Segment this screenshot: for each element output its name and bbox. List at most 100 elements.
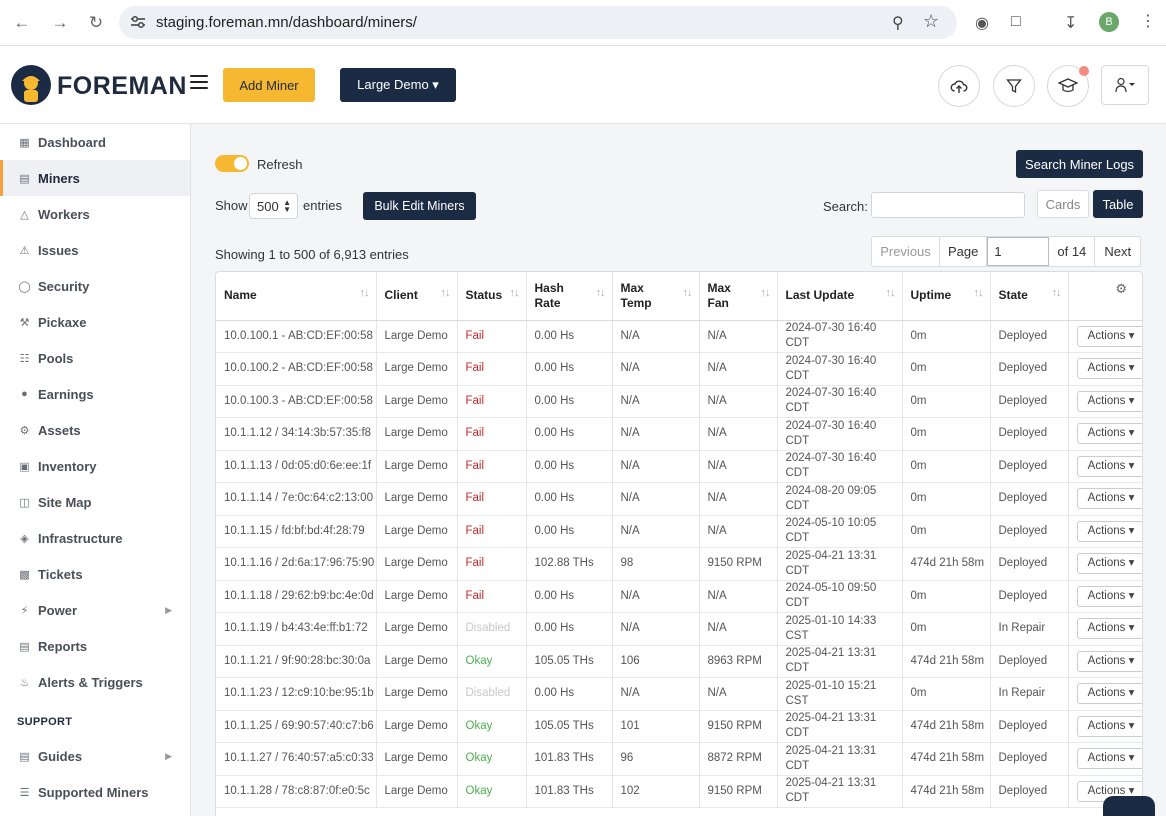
miner-name-cell[interactable]: 10.1.1.28 / 78:c8:87:0f:e0:5c — [216, 775, 377, 808]
table-row[interactable]: 10.0.100.2 - AB:CD:EF:00:58 Large Demo Fai… — [216, 352, 1142, 386]
actions-dropdown-button[interactable]: Actions ▾ — [1076, 455, 1142, 477]
table-row[interactable]: 10.1.1.27 / 76:40:57:a5:c0:33 Large Demo O… — [216, 742, 1142, 776]
table-row[interactable]: 10.1.1.13 / 0d:05:d0:6e:ee:1f Large Demo F… — [216, 450, 1142, 483]
table-row[interactable]: 10.1.1.14 / 7e:0c:64:c2:13:00 Large Demo F… — [216, 482, 1142, 516]
miner-name-cell[interactable]: 10.0.100.2 - AB:CD:EF:00:58 — [216, 352, 377, 386]
actions-dropdown-button[interactable]: Actions ▾ — [1076, 715, 1142, 737]
actions-dropdown-button[interactable]: Actions ▾ — [1076, 585, 1142, 607]
bookmark-star-icon[interactable]: ☆ — [923, 11, 940, 31]
miner-name-cell[interactable]: 10.1.1.14 / 7e:0c:64:c2:13:00 — [216, 482, 377, 516]
table-row[interactable]: 10.1.1.18 / 29:62:b9:bc:4e:0d Large Demo F… — [216, 580, 1142, 613]
miner-name-cell[interactable]: 10.1.1.21 / 9f:90:28:bc:30:0a — [216, 645, 377, 678]
sidebar-item-supported-miners[interactable]: ☰ Supported Miners — [19, 784, 149, 800]
client-select-button[interactable]: Large Demo ▾ — [340, 68, 456, 102]
miner-name-cell[interactable]: 10.1.1.27 / 76:40:57:a5:c0:33 — [216, 742, 377, 776]
column-settings[interactable]: ⚙ — [1068, 272, 1142, 321]
miner-name-cell[interactable]: 10.1.1.12 / 34:14:3b:57:35:f8 — [216, 417, 377, 451]
url-text[interactable]: staging.foreman.mn/dashboard/miners/ — [156, 14, 417, 31]
miner-name-cell[interactable]: 10.1.1.18 / 29:62:b9:bc:4e:0d — [216, 580, 377, 613]
column-header-status[interactable]: Status ↑↓ — [457, 272, 527, 321]
column-header-name[interactable]: Name ↑↓ — [216, 272, 377, 321]
sidebar-item-earnings[interactable]: ● Earnings — [0, 376, 190, 412]
miner-name-cell[interactable]: 10.1.1.19 / b4:43:4e:ff:b1:72 — [216, 612, 377, 646]
actions-dropdown-button[interactable]: Actions ▾ — [1076, 520, 1142, 542]
learning-button[interactable] — [1047, 65, 1089, 107]
extension-icon[interactable]: ◉ — [975, 15, 989, 32]
table-row[interactable]: 10.1.1.23 / 12:c9:10:be:95:1b Large Demo D… — [216, 677, 1142, 711]
reload-icon[interactable]: ↻ — [88, 12, 104, 32]
refresh-toggle[interactable] — [215, 155, 249, 172]
column-header-max-temp[interactable]: Max Temp ↑↓ — [612, 272, 700, 321]
previous-button[interactable]: Previous — [872, 237, 940, 266]
sidebar-item-infrastructure[interactable]: ◈ Infrastructure — [0, 520, 190, 556]
actions-dropdown-button[interactable]: Actions ▾ — [1076, 650, 1142, 672]
sidebar-item-workers[interactable]: △ Workers — [0, 196, 190, 232]
download-icon[interactable]: ↧ — [1064, 15, 1078, 32]
table-row[interactable]: 10.1.1.16 / 2d:6a:17:96:75:90 Large Demo F… — [216, 547, 1142, 581]
sidebar-item-issues[interactable]: ⚠ Issues — [19, 242, 79, 258]
gear-icon[interactable]: ⚙ — [1115, 281, 1127, 296]
column-header-state[interactable]: State ↑↓ — [990, 272, 1069, 321]
miner-name-cell[interactable]: 10.1.1.23 / 12:c9:10:be:95:1b — [216, 677, 377, 711]
back-arrow-icon[interactable]: ← — [13, 12, 31, 32]
browser-menu-icon[interactable]: ⋮ — [1140, 13, 1156, 30]
table-row[interactable]: 10.1.1.28 / 78:c8:87:0f:e0:5c Large Demo O… — [216, 775, 1142, 808]
actions-dropdown-button[interactable]: Actions ▾ — [1076, 358, 1142, 380]
site-settings-icon[interactable] — [130, 15, 146, 29]
actions-dropdown-button[interactable]: Actions ▾ — [1076, 325, 1142, 347]
sidebar-item-pools[interactable]: ☷ Pools — [19, 350, 74, 366]
sidebar-item-guides[interactable]: ▤ Guides ▶ — [19, 748, 172, 764]
menu-toggle-icon[interactable] — [190, 75, 208, 89]
table-row[interactable]: 10.1.1.19 / b4:43:4e:ff:b1:72 Large Demo D… — [216, 612, 1142, 646]
miner-name-cell[interactable]: 10.1.1.25 / 69:90:57:40:c7:b6 — [216, 710, 377, 743]
table-row[interactable]: 10.1.1.21 / 9f:90:28:bc:30:0a Large Demo O… — [216, 645, 1142, 678]
sidebar-item-power[interactable]: ⚡ Power ▶ — [0, 592, 190, 628]
column-header-uptime[interactable]: Uptime ↑↓ — [902, 272, 991, 321]
page-input[interactable]: 1 — [987, 237, 1050, 266]
column-header-client[interactable]: Client ↑↓ — [376, 272, 458, 321]
chat-widget-button[interactable] — [1103, 796, 1155, 816]
sidebar-item-dashboard[interactable]: ▦ Dashboard — [19, 134, 106, 150]
puzzle-icon[interactable]: □ — [1011, 13, 1021, 30]
table-row[interactable]: 10.1.1.15 / fd:bf:bd:4f:28:79 Large Demo F… — [216, 515, 1142, 548]
sidebar-item-miners[interactable]: ▤ Miners — [0, 160, 190, 196]
sidebar-item-alerts[interactable]: ♨ Alerts & Triggers — [19, 674, 143, 690]
sidebar-item-reports[interactable]: ▤ Reports — [19, 638, 88, 654]
actions-dropdown-button[interactable]: Actions ▾ — [1076, 748, 1142, 770]
actions-dropdown-button[interactable]: Actions ▾ — [1076, 423, 1142, 445]
upload-button[interactable] — [938, 65, 980, 107]
actions-dropdown-button[interactable]: Actions ▾ — [1076, 390, 1142, 412]
next-button[interactable]: Next — [1104, 244, 1132, 259]
sidebar-item-site-map[interactable]: ◫ Site Map — [19, 494, 92, 510]
sidebar-item-inventory[interactable]: ▣ Inventory — [19, 458, 97, 474]
actions-dropdown-button[interactable]: Actions ▾ — [1076, 683, 1142, 705]
filter-button[interactable] — [993, 65, 1035, 107]
table-row[interactable]: 10.1.1.12 / 34:14:3b:57:35:f8 Large Demo F… — [216, 417, 1142, 451]
zoom-icon[interactable]: ⚲ — [892, 15, 904, 32]
miner-name-cell[interactable]: 10.1.1.15 / fd:bf:bd:4f:28:79 — [216, 515, 377, 548]
miner-name-cell[interactable]: 10.0.100.3 - AB:CD:EF:00:58 — [216, 385, 377, 418]
sidebar-item-assets[interactable]: ⚙ Assets — [19, 422, 81, 438]
actions-dropdown-button[interactable]: Actions ▾ — [1076, 488, 1142, 510]
address-bar[interactable]: staging.foreman.mn/dashboard/miners/ ⚲ ☆ — [119, 6, 957, 39]
table-view-button[interactable]: Table — [1093, 190, 1143, 218]
miner-name-cell[interactable]: 10.1.1.13 / 0d:05:d0:6e:ee:1f — [216, 450, 377, 483]
user-menu-button[interactable] — [1101, 65, 1149, 105]
profile-avatar[interactable]: B — [1099, 12, 1119, 32]
forward-arrow-icon[interactable]: → — [51, 12, 69, 32]
column-header-hash-rate[interactable]: Hash Rate ↑↓ — [526, 272, 613, 321]
search-miner-logs-button[interactable]: Search Miner Logs — [1016, 150, 1143, 178]
sidebar-item-tickets[interactable]: ▩ Tickets — [19, 566, 83, 582]
miner-name-cell[interactable]: 10.1.1.16 / 2d:6a:17:96:75:90 — [216, 547, 377, 581]
actions-dropdown-button[interactable]: Actions ▾ — [1076, 618, 1142, 640]
table-row[interactable]: 10.0.100.1 - AB:CD:EF:00:58 Large Demo Fai… — [216, 320, 1142, 353]
column-header-last-update[interactable]: Last Update ↑↓ — [777, 272, 903, 321]
sidebar-item-security[interactable]: ◯ Security — [18, 278, 90, 294]
actions-dropdown-button[interactable]: Actions ▾ — [1076, 553, 1142, 575]
bulk-edit-button[interactable]: Bulk Edit Miners — [363, 192, 476, 220]
add-miner-button[interactable]: Add Miner — [223, 68, 315, 102]
sidebar-item-pickaxe[interactable]: ⚒ Pickaxe — [19, 314, 87, 330]
miner-name-cell[interactable]: 10.0.100.1 - AB:CD:EF:00:58 — [216, 320, 377, 353]
table-row[interactable]: 10.0.100.3 - AB:CD:EF:00:58 Large Demo Fai… — [216, 385, 1142, 418]
cards-view-button[interactable]: Cards — [1037, 190, 1089, 218]
